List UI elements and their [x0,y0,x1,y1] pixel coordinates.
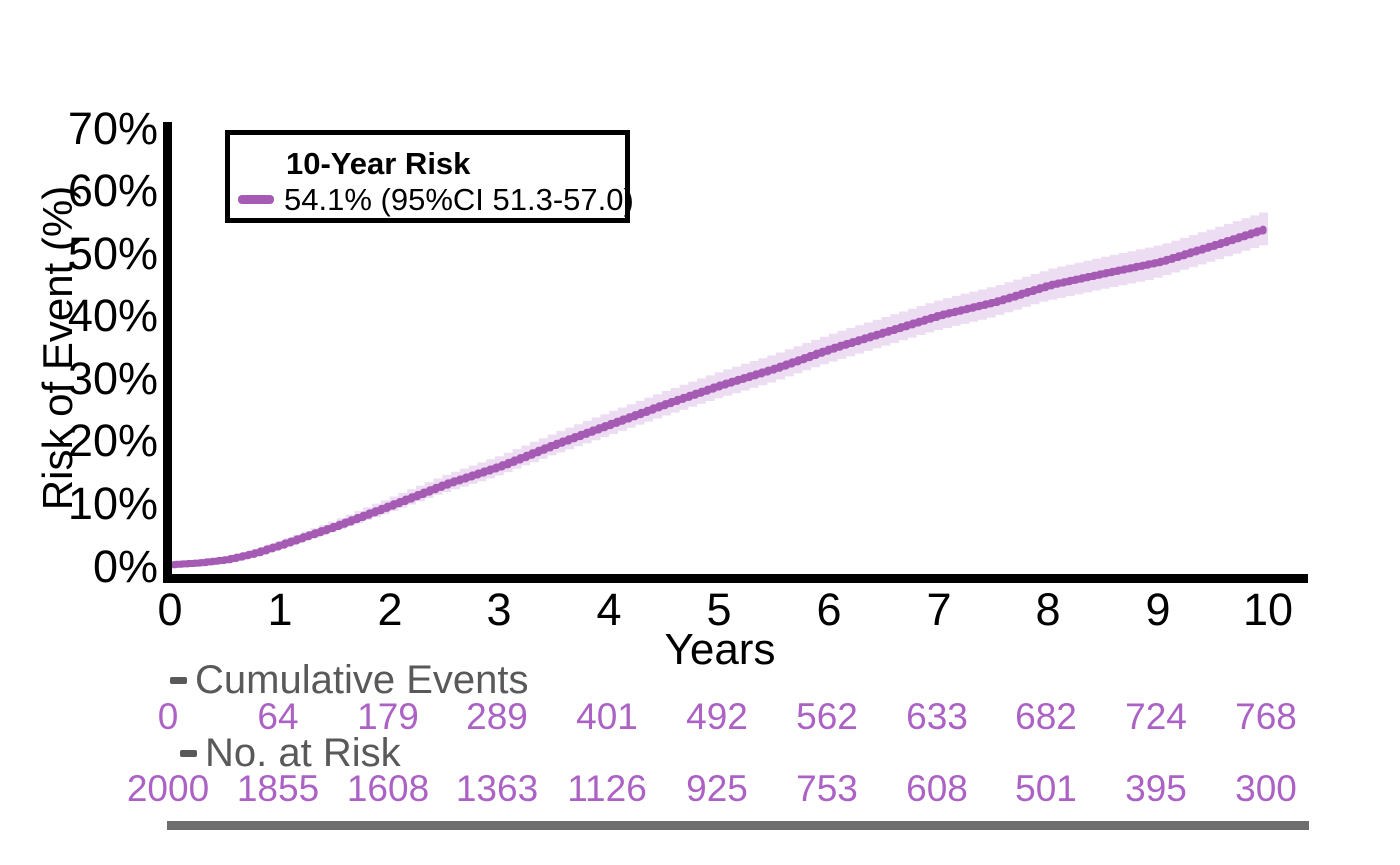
table-value: 753 [796,768,858,809]
x-tick-label: 2 [377,584,403,635]
x-tick-label: 1 [267,584,293,635]
y-axis-line [163,122,172,583]
y-tick-label: 0% [92,541,158,592]
x-tick-label: 3 [486,584,512,635]
table-value: 289 [466,696,528,737]
table-value: 64 [257,696,299,737]
x-tick-label: 8 [1035,584,1061,635]
legend-title: 10-Year Risk [286,146,471,181]
risk-line-swatch-icon [238,195,274,204]
no-at-risk-label: No. at Risk [205,731,401,775]
legend-entry: 54.1% (95%CI 51.3-57.0) [238,183,634,216]
x-tick-label: 0 [157,584,183,635]
x-tick-label: 4 [596,584,622,635]
table-value: 633 [906,696,968,737]
y-tick-label: 70% [67,103,158,154]
table-value: 395 [1125,768,1187,809]
table-value: 401 [576,696,638,737]
cumulative-events-label: Cumulative Events [195,658,529,702]
table-value: 682 [1015,696,1077,737]
table-value: 1363 [455,768,539,809]
x-tick-label: 5 [706,584,732,635]
x-tick-label: 10 [1242,584,1294,635]
table-value: 179 [357,696,419,737]
no-at-risk-dash-icon [180,749,197,757]
x-tick-label: 7 [926,584,952,635]
risk-step-line [166,225,1267,569]
legend-box: 10-Year Risk 54.1% (95%CI 51.3-57.0) [225,130,634,223]
table-value: 492 [686,696,748,737]
y-tick-label: 50% [67,228,158,279]
table-value: 300 [1235,768,1297,809]
cumulative-events-dash-icon [170,676,187,684]
y-tick-label: 20% [67,415,158,466]
table-value: 768 [1235,696,1297,737]
legend-entry-label: 54.1% (95%CI 51.3-57.0) [284,182,634,217]
table-value: 562 [796,696,858,737]
x-tick-label: 6 [816,584,842,635]
table-value: 608 [906,768,968,809]
y-tick-label: 10% [67,478,158,529]
table-value: 925 [686,768,748,809]
x-axis-line [163,574,1308,583]
table-value: 724 [1125,696,1187,737]
table-value: 1855 [236,768,320,809]
x-tick-label: 9 [1145,584,1171,635]
bottom-divider-bar [167,821,1309,830]
table-value: 1608 [346,768,430,809]
table-value: 2000 [126,768,210,809]
table-value: 0 [157,696,179,737]
table-value: 501 [1015,768,1077,809]
y-tick-label: 40% [67,290,158,341]
no-at-risk-label-row: No. at Risk [180,733,401,773]
table-value: 1126 [567,768,647,809]
y-tick-label: 60% [67,165,158,216]
y-tick-label: 30% [67,353,158,404]
x-axis-title: Years [664,625,776,674]
cumulative-events-label-row: Cumulative Events [170,660,528,700]
